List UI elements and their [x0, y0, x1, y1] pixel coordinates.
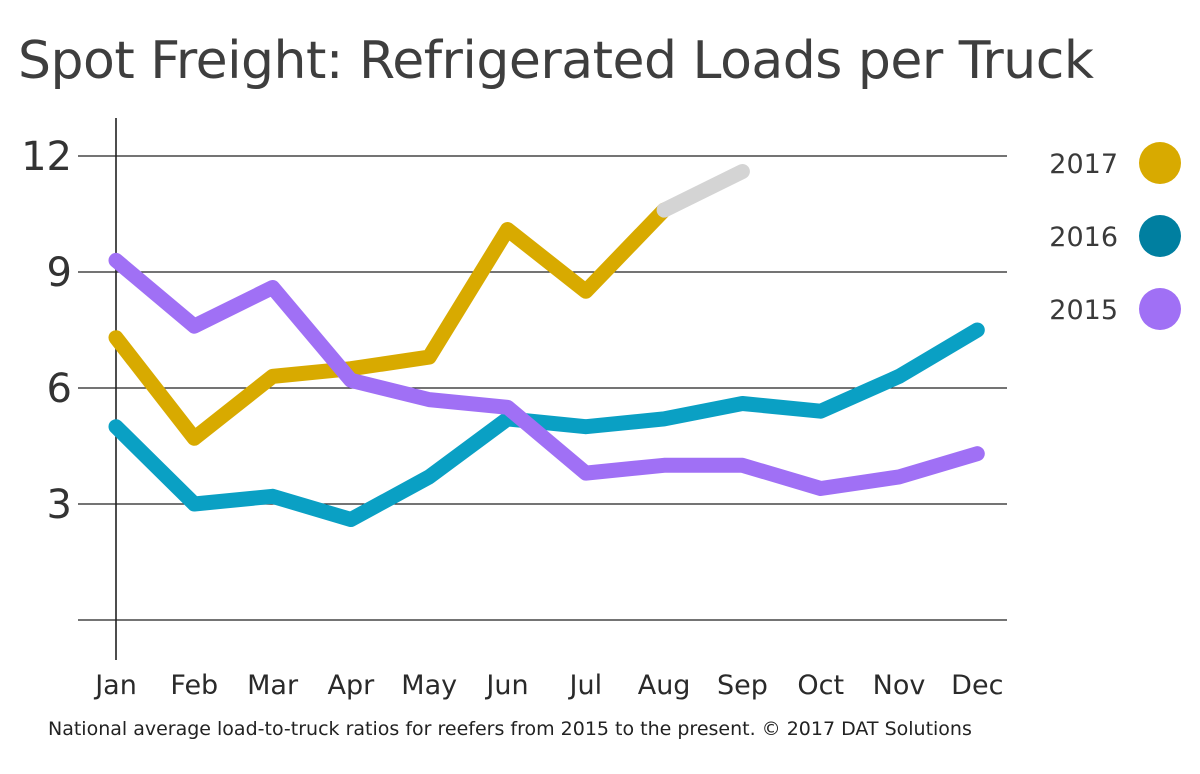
x-tick-label: Jul [568, 670, 603, 701]
series-line-2017 [108, 202, 672, 446]
y-tick-label: 12 [21, 134, 72, 180]
series-line-2015 [108, 252, 985, 496]
x-tick-label: Jan [93, 670, 137, 701]
y-tick-label: 9 [47, 250, 72, 296]
x-tick-label: Apr [328, 670, 376, 701]
x-tick-labels: Jan Feb Mar Apr May Jun Jul Aug Sep Oct Nov Dec [93, 670, 1003, 701]
x-tick-label: Oct [797, 670, 844, 701]
legend: 2017 2016 2015 [1049, 142, 1181, 330]
legend-swatch [1139, 215, 1181, 257]
y-tick-label: 6 [47, 366, 72, 412]
x-tick-label: Feb [170, 670, 218, 701]
legend-swatch [1139, 142, 1181, 184]
legend-label: 2016 [1049, 222, 1118, 253]
x-tick-label: Aug [638, 670, 691, 701]
series-line-2017-projected- [656, 164, 750, 218]
x-tick-label: Dec [951, 670, 1003, 701]
y-tick-labels: 3 6 9 12 [21, 134, 72, 528]
x-tick-label: Nov [873, 670, 926, 701]
x-tick-label: May [401, 670, 457, 701]
chart-title: Spot Freight: Refrigerated Loads per Tru… [18, 31, 1094, 91]
x-tick-label: Sep [717, 670, 768, 701]
series-line-2016 [108, 322, 985, 527]
series-lines [108, 164, 985, 527]
legend-label: 2015 [1049, 295, 1118, 326]
legend-swatch [1139, 288, 1181, 330]
x-tick-label: Mar [247, 670, 299, 701]
legend-label: 2017 [1049, 149, 1118, 180]
chart-caption: National average load-to-truck ratios fo… [48, 718, 972, 740]
x-tick-label: Jun [484, 670, 528, 701]
y-tick-label: 3 [47, 482, 72, 528]
